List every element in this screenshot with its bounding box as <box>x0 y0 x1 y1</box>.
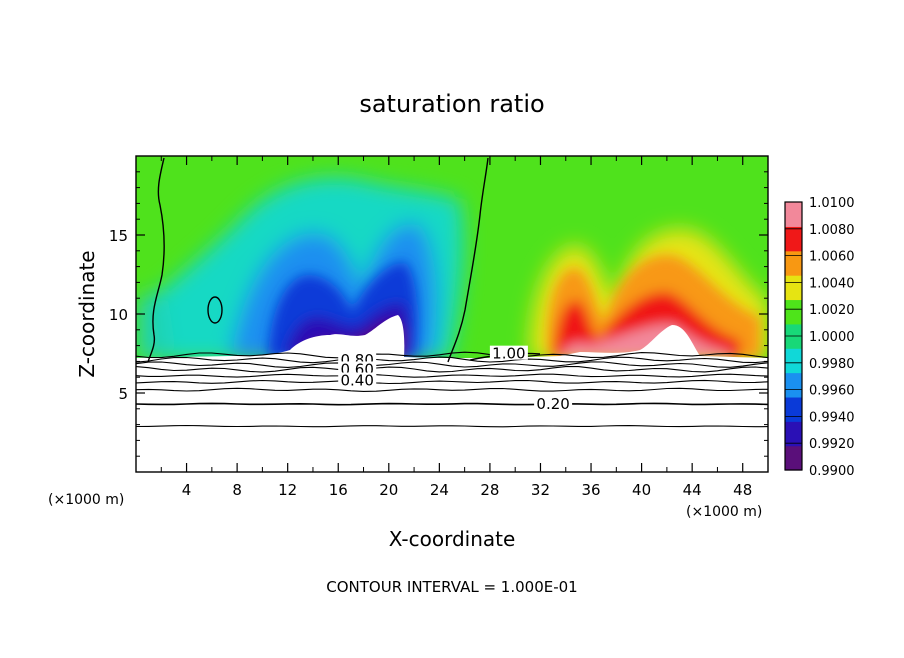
colorbar-label: 1.0040 <box>809 276 855 291</box>
colorbar-label: 1.0020 <box>809 303 855 318</box>
x-tick-label: 48 <box>733 481 752 499</box>
contour-line <box>136 379 768 385</box>
x-axis-units-left: (×1000 m) <box>48 492 124 508</box>
terrain-white <box>136 315 768 472</box>
x-tick-label: 24 <box>430 481 449 499</box>
x-tick-label: 12 <box>278 481 297 499</box>
contour-labels: 0.800.600.400.201.00 <box>338 345 573 413</box>
x-axis-units-right: (×1000 m) <box>686 504 762 520</box>
colorbar-swatch <box>785 226 802 252</box>
colorbar-swatch <box>785 299 802 325</box>
x-tick-label: 28 <box>480 481 499 499</box>
colorbar-label: 1.0060 <box>809 250 855 265</box>
colorbar-label: 1.0100 <box>809 196 855 211</box>
contour-label-bg <box>489 345 528 360</box>
colorbar-swatch <box>785 202 802 227</box>
colorbar-label: 0.9900 <box>809 464 855 479</box>
contour-line <box>136 356 768 364</box>
y-axis-title: Z-coordinate <box>75 250 99 377</box>
colorbar-label: 0.9920 <box>809 437 855 452</box>
colorbar-swatch <box>785 396 802 422</box>
colorbar-swatch <box>785 250 802 276</box>
chart-title: saturation ratio <box>359 90 544 118</box>
heatmap-field <box>136 156 768 472</box>
cyan-strip-left <box>138 290 170 360</box>
contour-line <box>136 361 768 368</box>
x-tick-label: 16 <box>329 481 348 499</box>
colorbar-swatch <box>785 275 802 301</box>
x-tick-label: 8 <box>232 481 242 499</box>
colorbar-swatch <box>785 421 802 447</box>
x-tick-label: 44 <box>683 481 702 499</box>
contour-line-center <box>447 157 489 363</box>
contour-line-left <box>147 157 165 363</box>
y-tick-label: 10 <box>109 306 128 324</box>
contour-lines <box>136 351 768 428</box>
contour-line <box>136 424 768 428</box>
contour-label-bg <box>534 396 573 411</box>
contour-label: 1.00 <box>492 345 525 363</box>
colorbar-swatch <box>785 348 802 374</box>
colorbar-label: 0.9960 <box>809 384 855 399</box>
contour-loop <box>207 296 223 324</box>
unit-contour-lines <box>147 157 541 363</box>
contour-line <box>136 373 768 378</box>
x-tick-label: 36 <box>581 481 600 499</box>
colorbar-swatch <box>785 445 802 471</box>
y-tick-label: 5 <box>118 385 128 403</box>
colorbar-swatch <box>785 372 802 398</box>
x-tick-label: 40 <box>632 481 651 499</box>
colorbar-label: 0.9980 <box>809 357 855 372</box>
contour-line <box>136 366 768 373</box>
x-axis-title: X-coordinate <box>389 527 516 551</box>
contour-line <box>136 402 768 406</box>
colorbar-label: 1.0000 <box>809 330 855 345</box>
contour-line <box>136 387 768 392</box>
contour-label: 0.20 <box>536 395 569 413</box>
contour-label: 0.40 <box>340 372 373 390</box>
x-tick-label: 20 <box>379 481 398 499</box>
contour-interval-note: CONTOUR INTERVAL = 1.000E-01 <box>326 578 577 596</box>
x-tick-label: 4 <box>182 481 192 499</box>
y-tick-label: 15 <box>109 227 128 245</box>
colorbar: 0.9900 0.9920 0.9940 0.9960 0.9980 1.0000 1.00… <box>784 196 855 479</box>
colorbar-label: 1.0080 <box>809 223 855 238</box>
x-tick-label: 32 <box>531 481 550 499</box>
contour-label-bg <box>338 361 377 376</box>
colorbar-label: 0.9940 <box>809 410 855 425</box>
x-axis: 4 8 12 16 20 24 28 32 36 40 44 48 <box>160 156 752 499</box>
y-axis: 5 10 15 <box>109 171 768 457</box>
contour-label-bg <box>338 372 377 387</box>
